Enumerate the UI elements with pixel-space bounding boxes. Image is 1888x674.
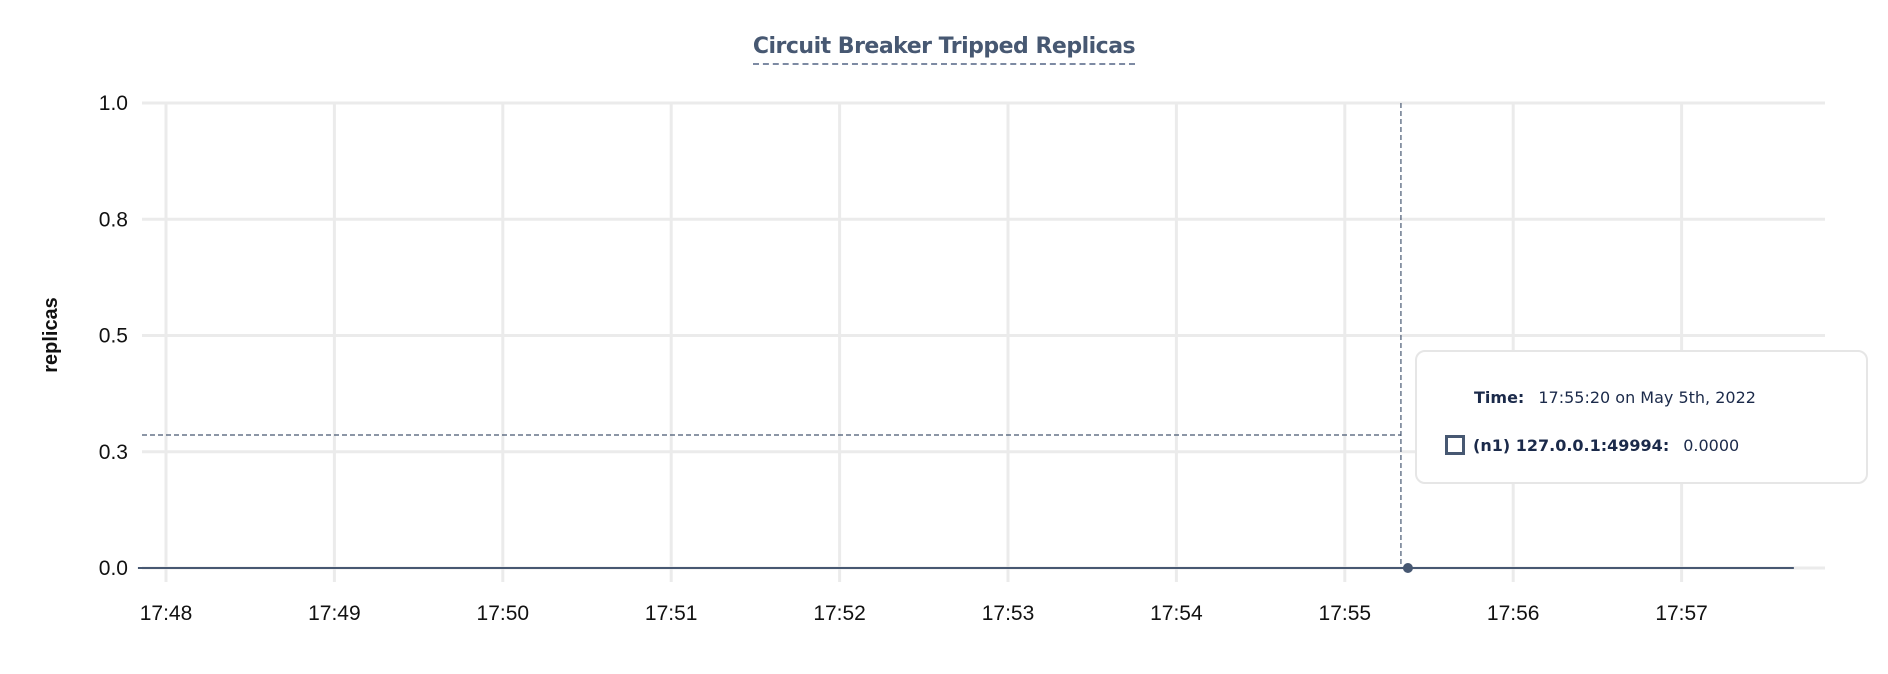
x-tick-label: 17:51 xyxy=(645,602,698,625)
y-tick-label: 0.0 xyxy=(99,557,128,580)
y-tick-label: 0.5 xyxy=(99,325,128,348)
y-axis-label: replicas xyxy=(40,297,62,373)
tooltip-series-value: 0.0000 xyxy=(1683,435,1740,455)
tooltip-time: Time: 17:55:20 on May 5th, 2022 xyxy=(1474,388,1756,407)
x-tick-label: 17:50 xyxy=(477,602,530,625)
x-tick-label: 17:49 xyxy=(308,602,361,625)
tooltip-time-value: 17:55:20 on May 5th, 2022 xyxy=(1538,388,1756,407)
tooltip: Time: 17:55:20 on May 5th, 2022 (n1) 127.… xyxy=(1415,350,1868,484)
x-tick-label: 17:53 xyxy=(982,602,1035,625)
y-tick-label: 1.0 xyxy=(99,92,128,115)
tooltip-time-label: Time: xyxy=(1474,388,1525,407)
x-tick-label: 17:55 xyxy=(1319,602,1372,625)
tooltip-series-label: (n1) 127.0.0.1:49994: xyxy=(1473,435,1670,455)
x-tick-label: 17:52 xyxy=(813,602,866,625)
x-tick-label: 17:54 xyxy=(1150,602,1203,625)
x-tick-label: 17:56 xyxy=(1487,602,1540,625)
y-tick-label: 0.8 xyxy=(99,208,128,231)
chart-title[interactable]: Circuit Breaker Tripped Replicas xyxy=(752,34,1136,65)
series-swatch-icon xyxy=(1445,435,1465,455)
hover-point xyxy=(1402,563,1413,573)
x-tick-label: 17:57 xyxy=(1655,602,1708,625)
x-tick-label: 17:48 xyxy=(140,602,193,625)
y-tick-label: 0.3 xyxy=(99,441,128,464)
tooltip-series-row: (n1) 127.0.0.1:49994: 0.0000 xyxy=(1445,435,1739,455)
chart-title-wrap: Circuit Breaker Tripped Replicas xyxy=(0,34,1888,65)
